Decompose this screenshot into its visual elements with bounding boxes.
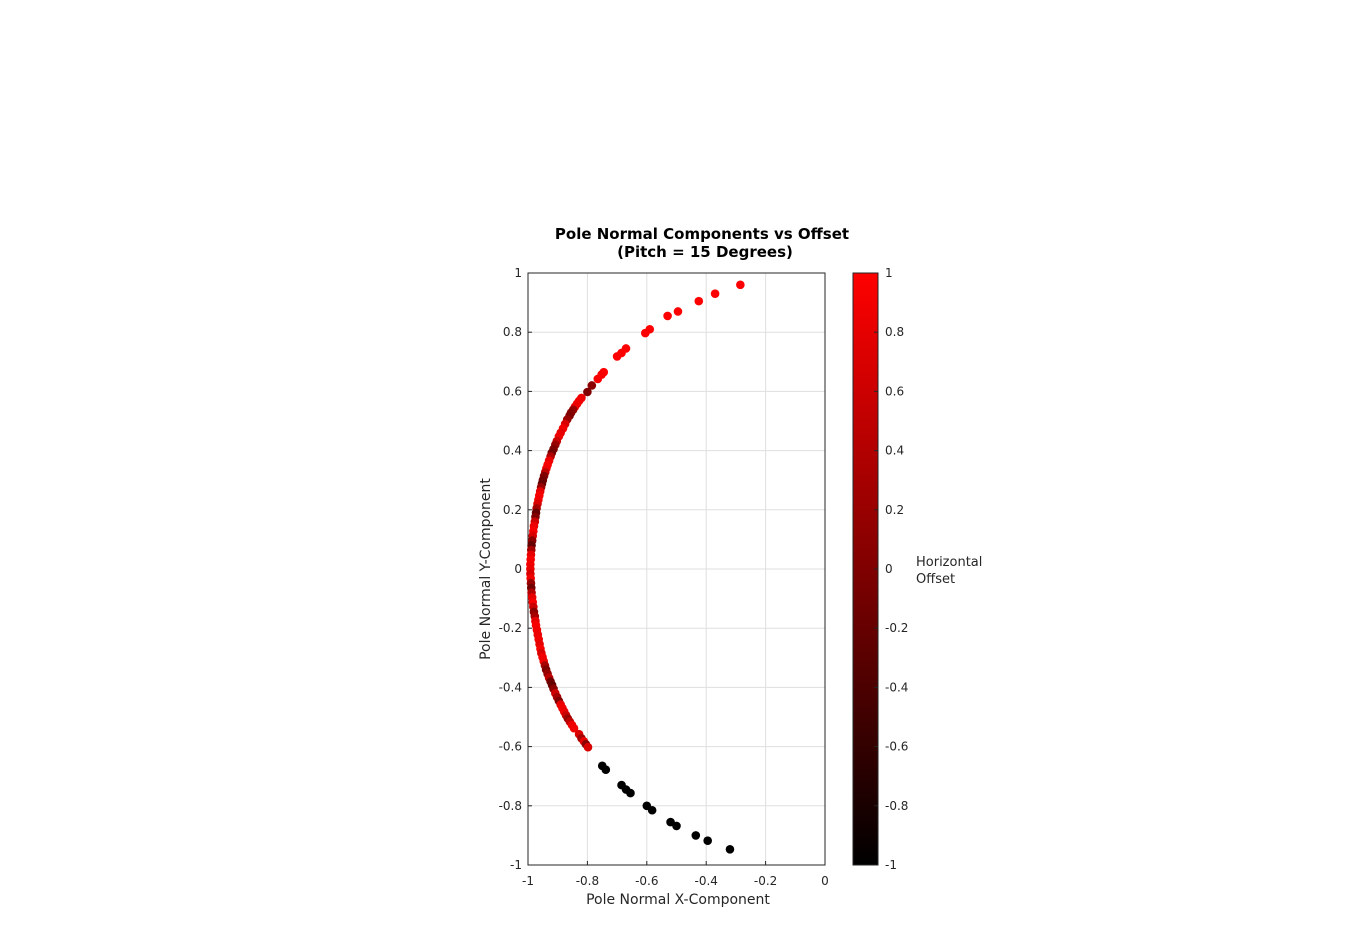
y-tick-label: -0.2 xyxy=(499,621,522,635)
colorbar-tick-label: 0.8 xyxy=(885,325,904,339)
y-tick-label: -0.8 xyxy=(499,799,522,813)
y-tick-label: 0.8 xyxy=(503,325,522,339)
grid-lines xyxy=(527,272,826,866)
scatter-point xyxy=(725,845,735,854)
colorbar-tick-label: -0.2 xyxy=(885,621,908,635)
scatter-point xyxy=(612,352,622,361)
colorbar-tick-label: 0.4 xyxy=(885,444,904,458)
colorbar-tick-label: -1 xyxy=(885,858,897,872)
y-tick-label: -0.6 xyxy=(499,740,522,754)
colorbar-tick-label: 0 xyxy=(885,562,893,576)
x-tick-label: -1 xyxy=(522,874,534,888)
scatter-point xyxy=(593,374,603,384)
colorbar-label-line-2: Offset xyxy=(916,572,955,587)
scatter-point xyxy=(601,765,611,774)
colorbar xyxy=(852,272,879,866)
x-tick-label: -0.4 xyxy=(694,874,717,888)
colorbar-tick-label: 0.6 xyxy=(885,384,904,398)
x-tick-label: -0.8 xyxy=(576,874,599,888)
colorbar-tick-label: -0.6 xyxy=(885,740,908,754)
y-tick-label: 0 xyxy=(514,562,522,576)
y-axis-ticks: -1 -0.8 -0.6 -0.4 -0.2 0 0.2 0.4 0.6 0.8 1 xyxy=(499,266,532,872)
colorbar-label-line-1: Horizontal xyxy=(916,555,982,570)
scatter-point xyxy=(694,296,704,306)
scatter-point xyxy=(673,307,683,316)
scatter-point xyxy=(672,821,681,831)
x-axis-ticks: -1 -0.8 -0.6 -0.4 -0.2 0 xyxy=(522,861,829,888)
x-tick-label: -0.2 xyxy=(754,874,777,888)
colorbar-ticks: 1 0.8 0.6 0.4 0.2 0 -0.2 -0.4 -0.6 -0.8 -1 xyxy=(874,266,908,872)
y-tick-label: 0.4 xyxy=(503,444,522,458)
y-tick-label: 0.6 xyxy=(503,384,522,398)
scatter-point xyxy=(583,387,592,397)
chart-subtitle: (Pitch = 15 Degrees) xyxy=(617,243,793,261)
scatter-point xyxy=(569,723,579,733)
scatter-point xyxy=(647,805,657,815)
scatter-point xyxy=(663,311,672,321)
x-axis-label: Pole Normal X-Component xyxy=(586,892,770,908)
scatter-point xyxy=(626,788,635,798)
x-tick-label: 0 xyxy=(821,874,829,888)
colorbar-tick-label: -0.8 xyxy=(885,799,908,813)
scatter-point xyxy=(703,836,712,846)
scatter-point xyxy=(691,831,701,840)
chart-title: Pole Normal Components vs Offset xyxy=(555,225,849,243)
scatter-point xyxy=(583,742,593,752)
y-tick-label: -1 xyxy=(510,858,522,872)
scatter-point xyxy=(587,381,597,390)
scatter-points xyxy=(526,280,745,854)
y-tick-label: -0.4 xyxy=(499,680,522,694)
colorbar-tick-label: 1 xyxy=(885,266,893,280)
y-axis-label: Pole Normal Y-Component xyxy=(478,478,494,660)
y-tick-label: 1 xyxy=(514,266,522,280)
y-tick-label: 0.2 xyxy=(503,503,522,517)
scatter-point xyxy=(736,280,745,290)
x-tick-label: -0.6 xyxy=(635,874,658,888)
colorbar-tick-label: 0.2 xyxy=(885,503,904,517)
colorbar-tick-label: -0.4 xyxy=(885,680,908,694)
scatter-point xyxy=(641,328,650,338)
scatter-point xyxy=(710,289,720,299)
